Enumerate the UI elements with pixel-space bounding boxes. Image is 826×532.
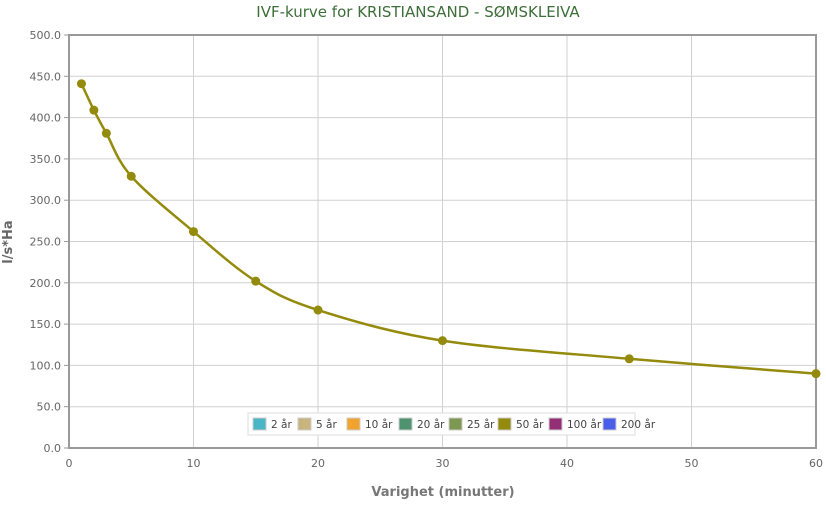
legend-item-5-år[interactable]: 5 år (297, 417, 337, 431)
x-tick-label: 50 (685, 457, 699, 470)
legend-box (247, 412, 636, 436)
data-point (811, 369, 821, 379)
legend-label: 10 år (365, 418, 393, 431)
legend-item-20-år[interactable]: 20 år (398, 417, 445, 431)
data-point (101, 128, 111, 138)
y-tick-label: 500.0 (30, 29, 62, 42)
legend-item-200-år[interactable]: 200 år (602, 417, 656, 431)
legend-swatch (346, 417, 361, 431)
data-point (126, 171, 136, 181)
legend-swatch (448, 417, 463, 431)
x-tick-label: 60 (809, 457, 823, 470)
legend-swatch (548, 417, 563, 431)
grid (68, 34, 817, 449)
legend-label: 200 år (621, 418, 656, 431)
series-layer (76, 79, 821, 379)
y-axis-label: l/s*Ha (1, 220, 16, 263)
y-tick-label: 350.0 (30, 153, 62, 166)
y-tick-label: 300.0 (30, 194, 62, 207)
legend-swatch (297, 417, 312, 431)
legend-swatch (497, 417, 512, 431)
legend-item-10-år[interactable]: 10 år (346, 417, 393, 431)
data-point (438, 336, 447, 346)
legend-label: 50 år (516, 418, 544, 431)
y-tick-label: 450.0 (30, 70, 62, 83)
y-tick-label: 200.0 (30, 277, 62, 290)
y-tick-label: 400.0 (30, 112, 62, 125)
legend-swatch (602, 417, 617, 431)
x-tick-label: 20 (311, 457, 325, 470)
data-point (76, 79, 86, 89)
chart-title: IVF-kurve for KRISTIANSAND - SØMSKLEIVA (256, 3, 580, 21)
legend-item-25-år[interactable]: 25 år (448, 417, 495, 431)
legend-label: 20 år (417, 418, 445, 431)
legend-label: 100 år (567, 418, 602, 431)
legend-label: 2 år (271, 418, 292, 431)
legend-item-100-år[interactable]: 100 år (548, 417, 602, 431)
x-tick-label: 0 (66, 457, 73, 470)
legend-swatch (252, 417, 267, 431)
y-tick-label: 0.0 (44, 442, 62, 455)
x-tick-label: 10 (187, 457, 201, 470)
data-point (251, 276, 261, 286)
y-axis-ticks: 0.0 50.0 100.0 150.0 200.0 250.0 300.0 350.0 400… (30, 29, 69, 455)
y-tick-label: 100.0 (30, 359, 62, 372)
x-tick-label: 40 (560, 457, 574, 470)
legend-item-2-år[interactable]: 2 år (252, 417, 292, 431)
legend-label: 5 år (316, 418, 337, 431)
legend-swatch (398, 417, 413, 431)
x-axis-ticks: 0 10 20 30 40 50 60 (66, 457, 824, 470)
data-point (89, 105, 99, 115)
y-tick-label: 250.0 (30, 236, 62, 249)
data-point (313, 305, 323, 315)
x-axis-label: Varighet (minutter) (371, 485, 514, 500)
legend[interactable]: 2 år 5 år 10 år 20 år 25 år 50 år 100 år 200 år (247, 412, 656, 436)
legend-label: 25 år (467, 418, 495, 431)
data-point (189, 227, 198, 237)
x-tick-label: 30 (436, 457, 450, 470)
y-tick-label: 150.0 (30, 318, 62, 331)
legend-item-50-år[interactable]: 50 år (497, 417, 544, 431)
y-tick-label: 50.0 (37, 401, 62, 414)
data-point (624, 354, 634, 364)
